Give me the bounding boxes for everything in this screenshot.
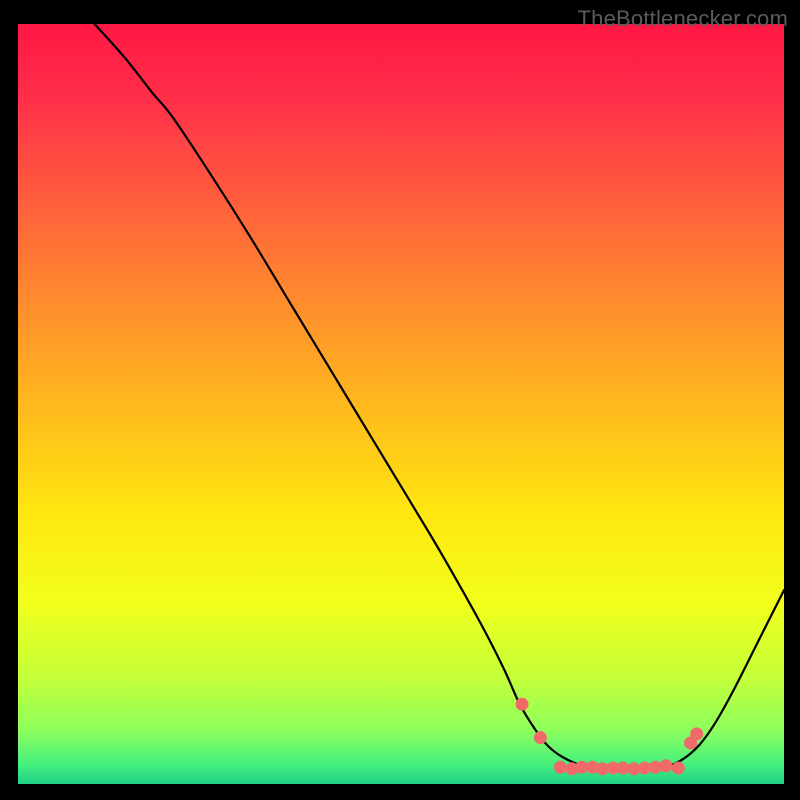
chart-stage: TheBottlenecker.com (0, 0, 800, 800)
watermark-text: TheBottlenecker.com (578, 6, 788, 32)
gradient-background (18, 24, 784, 784)
chart-svg (0, 0, 800, 800)
